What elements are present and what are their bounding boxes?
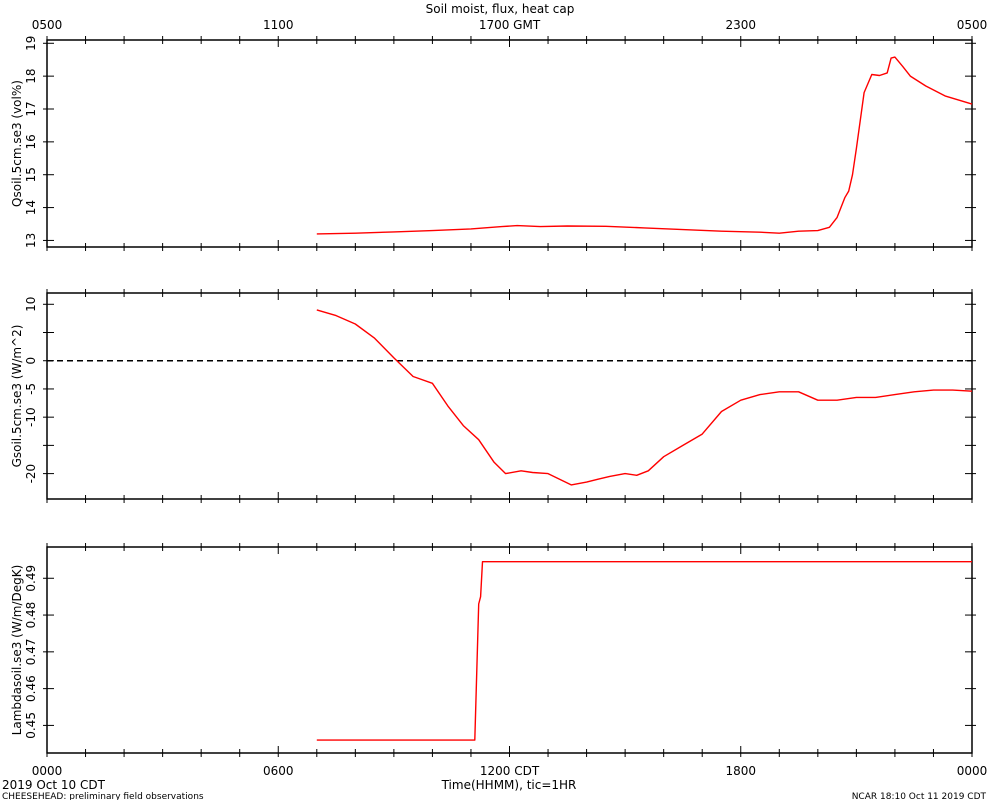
footer-credit: NCAR 18:10 Oct 11 2019 CDT [852,792,987,800]
y-tick-label: 13 [24,233,38,248]
top-axis-tick-label: 0500 [32,18,63,32]
y-tick-label: 0.47 [24,638,38,665]
bottom-axis-tick-label: 0600 [263,764,294,778]
plot-frame-gsoil [46,292,973,500]
footer-note: CHEESEHEAD: preliminary field observatio… [2,792,204,800]
y-tick-label: 0.49 [24,565,38,592]
y-tick-label: 18 [24,69,38,84]
y-tick-label: 0.48 [24,602,38,629]
top-axis-tick-label: 1700 GMT [479,18,541,32]
y-axis-title: Lambdasoil.se3 (W/m/DegK) [10,565,24,736]
chart-title: Soil moist, flux, heat cap [426,2,575,16]
y-tick-label: 15 [24,167,38,182]
y-tick-label: 14 [24,200,38,215]
series-line-qsoil [316,56,973,235]
plot-frame-lambdasoil [46,546,973,754]
y-tick-label: 0.46 [24,675,38,702]
y-tick-label: -20 [24,464,38,484]
y-tick-label: 17 [24,101,38,116]
y-tick-label: 19 [24,36,38,51]
x-axis-title: Time(HHMM), tic=1HR [441,778,577,792]
y-tick-label: 0 [24,357,38,365]
top-axis-tick-label: 2300 [725,18,756,32]
series-line-gsoil [316,309,973,486]
bottom-axis-tick-label: 0000 [957,764,988,778]
footer-date: 2019 Oct 10 CDT [2,778,106,792]
bottom-axis-tick-label: 0000 [32,764,63,778]
y-axis-title: Qsoil.5cm.se3 (vol%) [10,80,24,207]
bottom-axis-tick-label: 1200 CDT [480,764,540,778]
plot-frame-qsoil [46,39,973,248]
top-axis-tick-label: 0500 [957,18,988,32]
top-axis-tick-label: 1100 [263,18,294,32]
y-tick-label: -10 [24,407,38,427]
y-axis-title: Gsoil.5cm.se3 (W/m^2) [10,325,24,468]
bottom-axis-tick-label: 1800 [725,764,756,778]
y-tick-label: 16 [24,134,38,149]
y-tick-label: -5 [24,383,38,395]
y-tick-label: 0.45 [24,712,38,739]
y-tick-label: 10 [24,297,38,312]
series-line-lambdasoil [316,561,972,741]
